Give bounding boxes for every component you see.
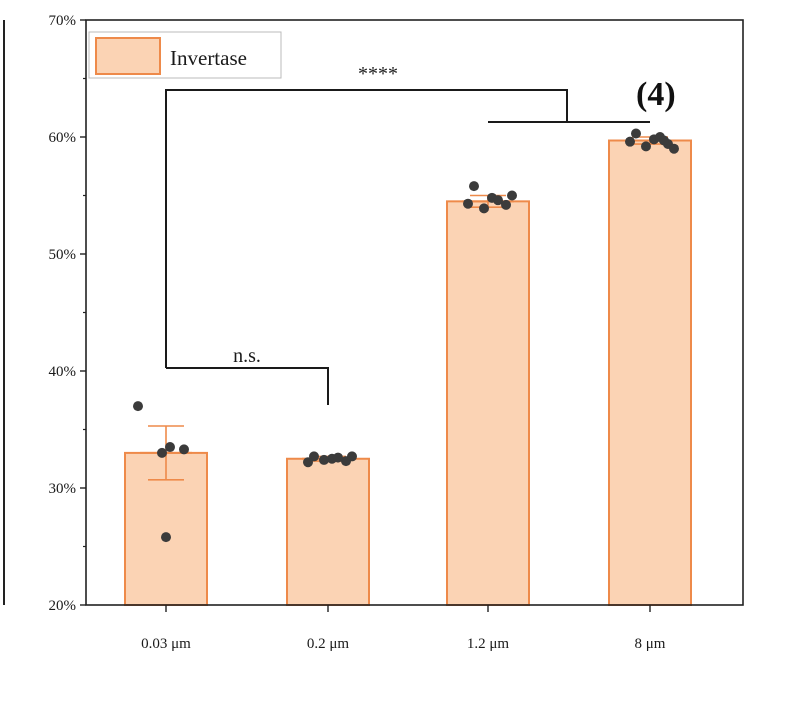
x-tick-label: 8 μm <box>635 636 666 652</box>
data-point <box>469 181 479 192</box>
data-point <box>493 195 503 206</box>
significance-brackets: n.s. **** <box>165 63 650 405</box>
y-tick-label: 30% <box>49 481 77 497</box>
significance-label-stars: **** <box>358 63 398 85</box>
x-tick-label: 0.2 μm <box>307 636 350 652</box>
bracket-stars-main <box>165 89 568 358</box>
data-point <box>319 454 329 465</box>
y-tick-label: 70% <box>49 13 77 29</box>
data-point <box>501 199 511 210</box>
y-axis: 20% 30% 40% 50% 60% 70% <box>49 13 86 614</box>
y-tick-label: 60% <box>49 130 77 146</box>
data-point <box>347 451 357 462</box>
legend: Invertase <box>88 31 282 79</box>
bar-3 <box>446 200 530 606</box>
data-point <box>479 203 489 214</box>
data-point <box>625 136 635 147</box>
bars-layer <box>124 136 692 606</box>
y-tick-label: 20% <box>49 598 77 614</box>
data-point <box>659 135 669 146</box>
bar-2 <box>286 457 370 606</box>
data-point <box>161 532 171 543</box>
data-point <box>463 198 473 209</box>
data-point <box>165 442 175 453</box>
data-point <box>333 452 343 463</box>
bar-4 <box>608 139 692 606</box>
x-axis: 0.03 μm 0.2 μm 1.2 μm 8 μm <box>141 605 666 652</box>
legend-label-invertase: Invertase <box>170 46 247 70</box>
y-tick-label: 40% <box>49 364 77 380</box>
data-point <box>631 128 641 139</box>
data-point <box>669 143 679 154</box>
data-point <box>303 457 313 468</box>
legend-swatch-invertase <box>95 37 161 75</box>
x-tick-label: 0.03 μm <box>141 636 191 652</box>
x-tick-label: 1.2 μm <box>467 636 510 652</box>
data-point <box>133 401 143 412</box>
y-tick-label: 50% <box>49 247 77 263</box>
data-point <box>157 447 167 458</box>
data-points-layer <box>133 128 679 543</box>
significance-label-ns: n.s. <box>233 345 261 367</box>
panel-label: (4) <box>636 76 676 113</box>
data-point <box>507 190 517 201</box>
data-point <box>641 141 651 152</box>
data-point <box>179 444 189 455</box>
